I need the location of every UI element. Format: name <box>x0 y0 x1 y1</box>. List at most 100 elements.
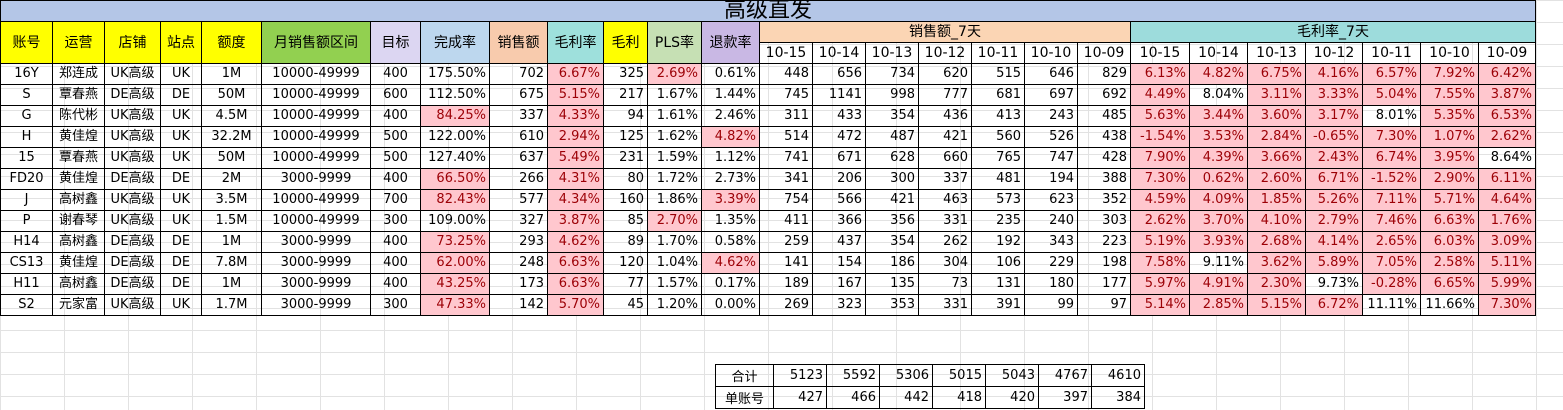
cell-daily-margin-rate[interactable]: 4.64% <box>1478 189 1536 211</box>
totals-value[interactable]: 4610 <box>1091 364 1145 387</box>
cell-daily-margin-rate[interactable]: 7.05% <box>1362 252 1421 274</box>
header-sales[interactable]: 销售额 <box>489 21 548 64</box>
cell-daily-margin-rate[interactable]: 2.90% <box>1420 168 1479 190</box>
cell-margin[interactable]: 77 <box>603 273 648 295</box>
cell-daily-margin-rate[interactable]: -1.54% <box>1130 126 1190 148</box>
cell-site[interactable]: UK <box>160 294 202 316</box>
cell-operator[interactable]: 郑连成 <box>52 63 105 85</box>
date-header-margin[interactable]: 10-11 <box>1362 42 1421 64</box>
cell-sales-range[interactable]: 3000-9999 <box>261 294 371 316</box>
totals-value[interactable]: 442 <box>879 386 933 409</box>
cell-daily-sales[interactable]: 526 <box>1024 126 1078 148</box>
totals-value[interactable]: 5592 <box>826 364 880 387</box>
cell-margin[interactable]: 94 <box>603 105 648 127</box>
cell-margin-rate[interactable]: 3.87% <box>547 210 604 232</box>
cell-store[interactable]: DE高级 <box>104 231 161 253</box>
cell-daily-margin-rate[interactable]: 4.10% <box>1247 210 1306 232</box>
totals-value[interactable]: 466 <box>826 386 880 409</box>
totals-value[interactable]: 420 <box>985 386 1039 409</box>
cell-daily-sales[interactable]: 487 <box>865 126 919 148</box>
cell-operator[interactable]: 高树鑫 <box>52 273 105 295</box>
cell-margin[interactable]: 120 <box>603 252 648 274</box>
cell-store[interactable]: UK高级 <box>104 210 161 232</box>
cell-daily-sales[interactable]: 366 <box>812 210 866 232</box>
cell-daily-sales[interactable]: 628 <box>865 147 919 169</box>
cell-completion-rate[interactable]: 175.50% <box>420 63 490 85</box>
totals-value[interactable]: 5306 <box>879 364 933 387</box>
cell-refund-rate[interactable]: 4.62% <box>701 252 760 274</box>
cell-daily-sales[interactable]: 485 <box>1077 105 1131 127</box>
cell-pls-rate[interactable]: 2.70% <box>647 210 702 232</box>
cell-daily-sales[interactable]: 192 <box>971 231 1025 253</box>
cell-margin-rate[interactable]: 6.67% <box>547 63 604 85</box>
cell-target[interactable]: 600 <box>370 84 421 106</box>
date-header-sales[interactable]: 10-13 <box>865 42 919 64</box>
cell-margin[interactable]: 160 <box>603 189 648 211</box>
cell-daily-sales[interactable]: 747 <box>1024 147 1078 169</box>
cell-daily-sales[interactable]: 463 <box>918 189 972 211</box>
header-quota[interactable]: 额度 <box>201 21 262 64</box>
cell-daily-margin-rate[interactable]: -0.28% <box>1362 273 1421 295</box>
totals-value[interactable]: 5043 <box>985 364 1039 387</box>
cell-daily-sales[interactable]: 472 <box>812 126 866 148</box>
cell-account[interactable]: FD20 <box>0 168 53 190</box>
header-refund-rate[interactable]: 退款率 <box>701 21 760 64</box>
header-monthly-sales-range[interactable]: 月销售额区间 <box>261 21 371 64</box>
cell-operator[interactable]: 高树鑫 <box>52 231 105 253</box>
cell-margin-rate[interactable]: 4.62% <box>547 231 604 253</box>
cell-completion-rate[interactable]: 47.33% <box>420 294 490 316</box>
cell-daily-margin-rate[interactable]: 3.87% <box>1478 84 1536 106</box>
cell-daily-margin-rate[interactable]: 3.09% <box>1478 231 1536 253</box>
cell-daily-sales[interactable]: 262 <box>918 231 972 253</box>
cell-daily-sales[interactable]: 304 <box>918 252 972 274</box>
cell-daily-sales[interactable]: 73 <box>918 273 972 295</box>
cell-quota[interactable]: 1M <box>201 231 262 253</box>
cell-daily-margin-rate[interactable]: 6.42% <box>1478 63 1536 85</box>
cell-daily-margin-rate[interactable]: 7.11% <box>1362 189 1421 211</box>
cell-daily-margin-rate[interactable]: 6.63% <box>1420 210 1479 232</box>
cell-refund-rate[interactable]: 2.46% <box>701 105 760 127</box>
cell-daily-sales[interactable]: 436 <box>918 105 972 127</box>
cell-operator[interactable]: 黄佳煌 <box>52 168 105 190</box>
cell-daily-margin-rate[interactable]: 7.92% <box>1420 63 1479 85</box>
cell-sales[interactable]: 337 <box>489 105 548 127</box>
cell-daily-sales[interactable]: 341 <box>759 168 813 190</box>
cell-daily-sales[interactable]: 194 <box>1024 168 1078 190</box>
header-site[interactable]: 站点 <box>160 21 202 64</box>
cell-completion-rate[interactable]: 43.25% <box>420 273 490 295</box>
cell-daily-margin-rate[interactable]: 7.55% <box>1420 84 1479 106</box>
cell-refund-rate[interactable]: 3.39% <box>701 189 760 211</box>
cell-account[interactable]: P <box>0 210 53 232</box>
cell-target[interactable]: 700 <box>370 189 421 211</box>
cell-pls-rate[interactable]: 1.70% <box>647 231 702 253</box>
cell-target[interactable]: 400 <box>370 63 421 85</box>
cell-daily-sales[interactable]: 356 <box>865 210 919 232</box>
cell-daily-sales[interactable]: 354 <box>865 231 919 253</box>
cell-daily-sales[interactable]: 388 <box>1077 168 1131 190</box>
cell-margin[interactable]: 217 <box>603 84 648 106</box>
cell-daily-sales[interactable]: 240 <box>1024 210 1078 232</box>
cell-daily-sales[interactable]: 448 <box>759 63 813 85</box>
cell-sales-range[interactable]: 3000-9999 <box>261 231 371 253</box>
cell-pls-rate[interactable]: 1.57% <box>647 273 702 295</box>
cell-site[interactable]: DE <box>160 168 202 190</box>
cell-pls-rate[interactable]: 1.72% <box>647 168 702 190</box>
cell-daily-margin-rate[interactable]: 7.46% <box>1362 210 1421 232</box>
cell-daily-sales[interactable]: 198 <box>1077 252 1131 274</box>
totals-value[interactable]: 5123 <box>773 364 827 387</box>
cell-operator[interactable]: 黄佳煌 <box>52 252 105 274</box>
cell-sales-range[interactable]: 10000-49999 <box>261 147 371 169</box>
cell-daily-margin-rate[interactable]: 3.11% <box>1247 84 1306 106</box>
totals-value[interactable]: 418 <box>932 386 986 409</box>
cell-daily-sales[interactable]: 765 <box>971 147 1025 169</box>
cell-sales[interactable]: 293 <box>489 231 548 253</box>
cell-daily-sales[interactable]: 180 <box>1024 273 1078 295</box>
cell-sales-range[interactable]: 10000-49999 <box>261 189 371 211</box>
cell-daily-sales[interactable]: 259 <box>759 231 813 253</box>
cell-sales[interactable]: 610 <box>489 126 548 148</box>
cell-daily-sales[interactable]: 353 <box>865 294 919 316</box>
header-store[interactable]: 店铺 <box>104 21 161 64</box>
cell-daily-sales[interactable]: 331 <box>918 210 972 232</box>
cell-quota[interactable]: 1M <box>201 273 262 295</box>
totals-value[interactable]: 384 <box>1091 386 1145 409</box>
